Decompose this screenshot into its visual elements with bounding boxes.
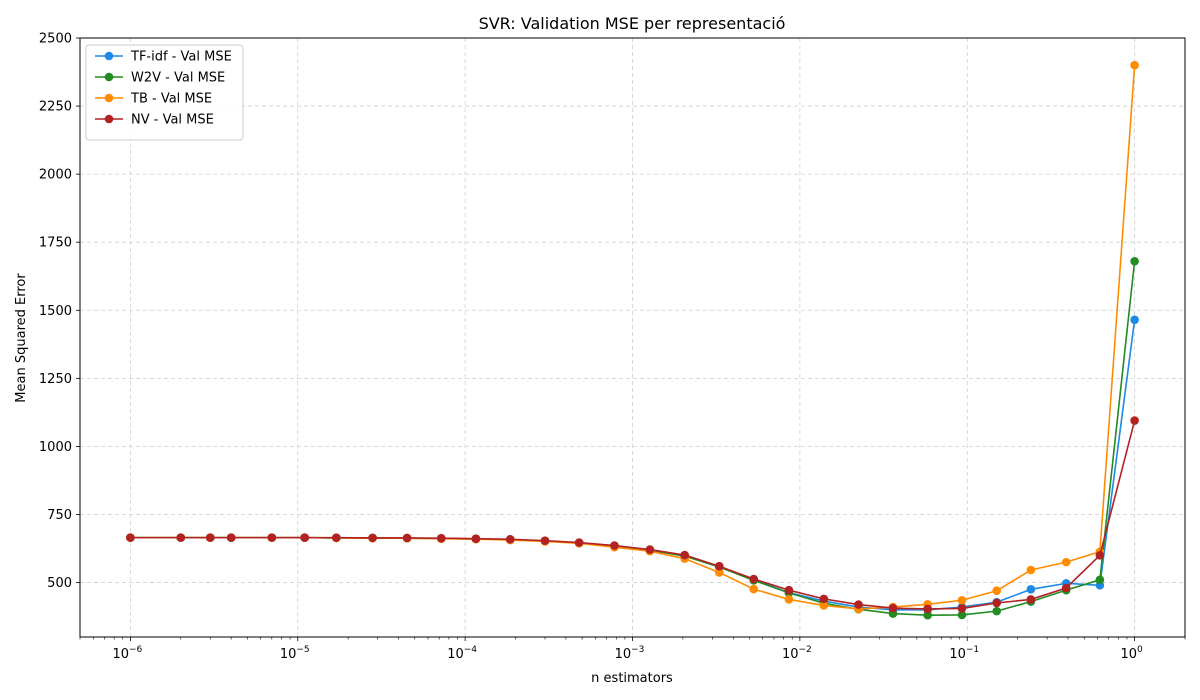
x-tick-label: 10−1 (949, 645, 979, 662)
data-point (1095, 551, 1105, 560)
data-point (957, 604, 967, 613)
y-tick-label: 2250 (39, 100, 72, 115)
data-point (749, 574, 759, 584)
data-point (471, 534, 481, 544)
legend: TF-idf - Val MSE W2V - Val MSE TB - Val MS… (85, 44, 244, 141)
y-tick-label: 750 (47, 508, 72, 523)
y-tick-label: 1250 (39, 372, 72, 387)
data-point (176, 533, 186, 542)
series-4 (126, 416, 1139, 614)
y-axis-title: Mean Squared Error (14, 273, 29, 403)
legend-swatch-marker (104, 72, 114, 82)
x-axis-title: n estimators (591, 671, 673, 686)
data-point (957, 610, 967, 620)
data-point (300, 533, 309, 542)
chart-title: SVR: Validation MSE per representació (479, 14, 786, 33)
legend-item: TF-idf - Val MSE (95, 50, 232, 65)
data-point (505, 534, 515, 544)
data-point (888, 603, 898, 613)
data-point (957, 595, 967, 605)
data-point (1026, 585, 1036, 594)
data-point (610, 541, 619, 550)
data-point (1026, 565, 1036, 575)
legend-label: NV - Val MSE (131, 113, 214, 128)
data-point (645, 545, 655, 554)
series-group (126, 60, 1139, 620)
plot-frame (79, 37, 1186, 638)
data-point (1130, 60, 1139, 70)
legend-swatch-marker (104, 51, 114, 61)
data-point (402, 533, 412, 543)
legend-item: NV - Val MSE (95, 113, 214, 128)
data-point (992, 586, 1002, 596)
legend-swatch-marker (104, 114, 114, 124)
data-point (368, 533, 377, 543)
data-point (749, 584, 759, 594)
data-point (1130, 315, 1139, 325)
data-point (436, 533, 446, 543)
y-tick-label: 1500 (39, 304, 72, 319)
data-point (126, 533, 135, 542)
legend-label: W2V - Val MSE (131, 71, 225, 86)
data-point (923, 604, 932, 614)
legend-label: TF-idf - Val MSE (130, 50, 232, 65)
data-point (1061, 557, 1071, 567)
legend-swatch-marker (104, 93, 114, 103)
data-point (1095, 575, 1105, 585)
data-point (784, 595, 794, 604)
data-point (205, 533, 215, 542)
y-tick-label: 1000 (39, 440, 72, 455)
legend-item: TB - Val MSE (95, 92, 212, 107)
data-point (1130, 416, 1139, 425)
x-tick-label: 10−6 (112, 645, 142, 662)
data-point (1026, 595, 1036, 604)
data-point (992, 606, 1002, 616)
data-point (1130, 256, 1139, 266)
data-point (854, 600, 863, 609)
x-tick-label: 100 (1120, 645, 1143, 662)
legend-item: W2V - Val MSE (95, 71, 225, 86)
data-point (1061, 583, 1071, 593)
data-point (923, 610, 932, 620)
x-tick-label: 10−2 (782, 645, 812, 662)
data-point (784, 585, 794, 595)
y-tick-label: 500 (47, 576, 72, 591)
data-point (714, 561, 724, 571)
data-point (540, 536, 550, 545)
data-point (714, 568, 724, 577)
data-point (992, 598, 1002, 608)
x-tick-label: 10−3 (615, 645, 645, 662)
y-tick-label: 2000 (39, 168, 72, 183)
x-tick-label: 10−4 (447, 645, 477, 662)
data-point (332, 533, 341, 542)
y-tick-label: 2500 (39, 32, 72, 47)
x-tick-label: 10−5 (280, 645, 310, 662)
legend-label: TB - Val MSE (130, 92, 212, 107)
series-line (130, 420, 1136, 610)
data-point (574, 538, 584, 547)
data-point (680, 550, 689, 560)
data-point (819, 601, 829, 610)
legend-box (85, 44, 244, 141)
axes: 500 750 1000 1250 1500 1750 2000 2250 2500 10−6 10… (39, 32, 1186, 662)
data-point (819, 594, 829, 604)
data-point (226, 533, 236, 542)
y-tick-label: 1750 (39, 236, 72, 251)
data-point (267, 533, 277, 542)
